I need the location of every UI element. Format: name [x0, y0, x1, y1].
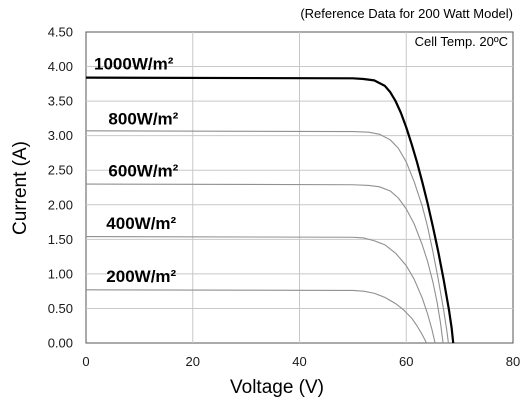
grid: [86, 32, 513, 343]
y-tick-label: 3.50: [48, 94, 73, 109]
x-tick-label: 0: [82, 354, 89, 369]
y-tick-label: 2.00: [48, 197, 73, 212]
series-labels: 1000W/m² 800W/m² 600W/m² 400W/m² 200W/m²: [94, 54, 179, 286]
x-tick-label: 20: [186, 354, 200, 369]
cell-temp-annotation: Cell Temp. 20ºC: [415, 34, 508, 49]
series-label: 200W/m²: [106, 267, 176, 286]
y-tick-label: 4.50: [48, 25, 73, 40]
x-axis-title: Voltage (V): [230, 377, 324, 398]
y-tick-label: 1.00: [48, 266, 73, 281]
series-line-200w: [85, 289, 428, 344]
series-label: 600W/m²: [108, 161, 178, 180]
series-label: 800W/m²: [108, 110, 178, 129]
series-line-800w: [85, 130, 449, 344]
series-line-600w: [85, 183, 444, 344]
series-line-400w: [85, 236, 436, 344]
series-label: 1000W/m²: [94, 54, 174, 73]
y-tick-label: 2.50: [48, 163, 73, 178]
series-curves: [85, 76, 455, 344]
x-tick-label: 40: [292, 354, 306, 369]
y-tick-label: 3.00: [48, 128, 73, 143]
y-tick-label: 4.00: [48, 59, 73, 74]
y-axis-title: Current (A): [10, 141, 31, 235]
y-tick-label: 0.00: [48, 336, 73, 351]
y-tick-labels: 0.00 0.50 1.00 1.50 2.00 2.50 3.00 3.50 4.00 4.50: [48, 25, 73, 351]
x-tick-label: 80: [506, 354, 520, 369]
series-line-1000w: [85, 76, 455, 344]
y-tick-label: 0.50: [48, 301, 73, 316]
series-label: 400W/m²: [106, 214, 176, 233]
x-tick-label: 60: [399, 354, 413, 369]
y-tick-label: 1.50: [48, 232, 73, 247]
chart-subtitle: (Reference Data for 200 Watt Model): [300, 6, 513, 21]
x-tick-labels: 0 20 40 60 80: [82, 354, 520, 369]
